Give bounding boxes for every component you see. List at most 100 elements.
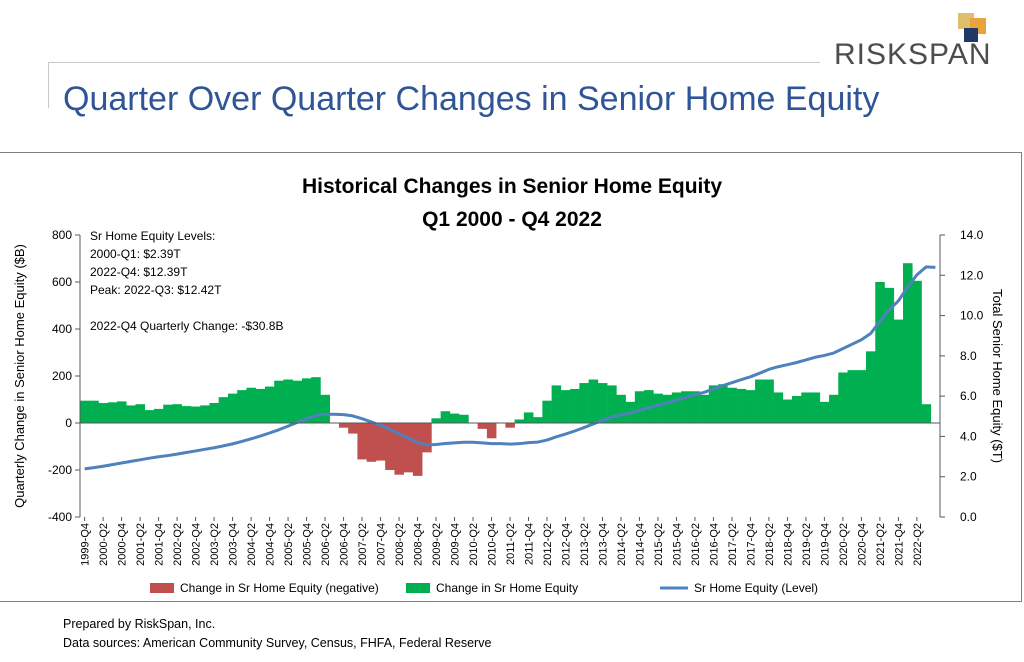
bar-2012-Q1 (533, 417, 543, 424)
bar-2001-Q2 (135, 404, 146, 423)
chart-title-line1: Historical Changes in Senior Home Equity (302, 175, 722, 198)
x-tick-label-2010-Q4: 2010-Q4 (487, 523, 499, 566)
x-tick-label-2018-Q4: 2018-Q4 (782, 523, 794, 566)
x-tick-label-2000-Q4: 2000-Q4 (117, 523, 129, 566)
x-tick-label-2018-Q2: 2018-Q2 (764, 523, 776, 566)
x-tick-label-2005-Q4: 2005-Q4 (302, 523, 314, 566)
bar-2002-Q1 (163, 404, 173, 423)
bar-2021-Q4 (893, 319, 904, 423)
bar-2011-Q4 (523, 412, 534, 423)
bar-2013-Q4 (597, 383, 608, 423)
x-tick-label-2014-Q2: 2014-Q2 (616, 523, 628, 566)
x-tick-label-2011-Q2: 2011-Q2 (505, 523, 517, 565)
bar-2001-Q1 (126, 405, 136, 424)
bar-2015-Q2 (653, 393, 663, 424)
x-tick-label-2010-Q2: 2010-Q2 (468, 523, 480, 566)
footer-sources: Data sources: American Community Survey,… (63, 636, 492, 650)
bar-2021-Q1 (866, 351, 876, 423)
title-divider-vertical (48, 62, 49, 108)
footer-prepared-by: Prepared by RiskSpan, Inc. (63, 617, 216, 631)
logo-wordmark: RISKSPAN (834, 38, 992, 71)
page-title: Quarter Over Quarter Changes in Senior H… (63, 80, 880, 118)
x-tick-label-2013-Q2: 2013-Q2 (579, 523, 591, 566)
bar-2019-Q1 (792, 395, 802, 423)
right-tick-label-10.0: 10.0 (960, 309, 984, 323)
bar-2017-Q1 (718, 384, 728, 423)
bar-2009-Q2 (431, 418, 441, 423)
x-tick-label-2003-Q4: 2003-Q4 (228, 523, 240, 566)
bar-2021-Q2 (875, 282, 885, 423)
right-axis-title: Total Senior Home Equity ($T) (990, 289, 1005, 463)
x-tick-label-2007-Q2: 2007-Q2 (357, 523, 369, 566)
bar-2009-Q4 (449, 413, 460, 423)
chart-frame (0, 152, 1022, 602)
bar-2005-Q4 (301, 378, 312, 423)
bar-2019-Q3 (810, 392, 821, 423)
x-tick-label-2008-Q2: 2008-Q2 (394, 523, 406, 566)
bar-2012-Q4 (560, 390, 571, 423)
bar-2016-Q3 (699, 394, 710, 423)
x-tick-label-2021-Q4: 2021-Q4 (893, 523, 905, 566)
bar-2020-Q4 (856, 370, 867, 424)
bar-2006-Q4 (338, 423, 349, 428)
right-tick-label-4.0: 4.0 (960, 429, 977, 443)
bar-2000-Q2 (98, 403, 109, 423)
left-tick-label-0: 0 (65, 416, 72, 430)
bar-2015-Q3 (662, 394, 673, 423)
bar-2009-Q3 (440, 411, 451, 423)
x-tick-label-2011-Q4: 2011-Q4 (523, 523, 535, 565)
legend-label-1: Change in Sr Home Equity (negative) (180, 581, 379, 595)
bar-2022-Q3 (921, 404, 932, 423)
legend-label-3: Sr Home Equity (Level) (694, 581, 818, 595)
right-tick-label-2.0: 2.0 (960, 470, 977, 484)
bar-2019-Q2 (801, 392, 811, 423)
x-tick-label-2015-Q4: 2015-Q4 (671, 523, 683, 566)
bar-2018-Q3 (773, 392, 784, 423)
x-tick-label-2008-Q4: 2008-Q4 (413, 523, 425, 566)
bar-2002-Q4 (190, 406, 201, 423)
x-tick-label-2017-Q2: 2017-Q2 (727, 523, 739, 566)
bar-2018-Q2 (764, 379, 774, 423)
annotation-line-3: 2022-Q4: $12.39T (90, 265, 188, 279)
right-tick-label-14.0: 14.0 (960, 228, 984, 242)
left-tick-label-600: 600 (52, 275, 72, 289)
bar-2020-Q2 (838, 372, 848, 423)
x-tick-label-2022-Q2: 2022-Q2 (912, 523, 924, 566)
x-tick-label-2006-Q2: 2006-Q2 (320, 523, 332, 566)
x-tick-label-2007-Q4: 2007-Q4 (376, 523, 388, 566)
x-tick-label-2005-Q2: 2005-Q2 (283, 523, 295, 566)
annotation-line-4: Peak: 2022-Q3: $12.42T (90, 283, 222, 297)
x-tick-label-2019-Q4: 2019-Q4 (819, 523, 831, 566)
x-tick-label-2016-Q4: 2016-Q4 (708, 523, 720, 566)
bar-2004-Q3 (255, 388, 266, 423)
x-tick-label-2017-Q4: 2017-Q4 (745, 523, 757, 566)
x-tick-label-2013-Q4: 2013-Q4 (597, 523, 609, 566)
x-tick-label-2015-Q2: 2015-Q2 (653, 523, 665, 566)
x-tick-label-2020-Q2: 2020-Q2 (838, 523, 850, 566)
left-tick-label-200: 200 (52, 369, 72, 383)
x-tick-label-2009-Q2: 2009-Q2 (431, 523, 443, 566)
bar-2013-Q2 (579, 383, 589, 423)
x-tick-label-2006-Q4: 2006-Q4 (339, 523, 351, 566)
bar-2017-Q2 (727, 387, 737, 423)
bar-2014-Q4 (634, 391, 645, 423)
left-tick-label-800: 800 (52, 228, 72, 242)
bar-2010-Q3 (477, 423, 488, 429)
bar-2005-Q1 (274, 380, 284, 423)
bar-2000-Q3 (107, 402, 118, 423)
x-tick-label-2003-Q2: 2003-Q2 (209, 523, 221, 566)
legend-label-2: Change in Sr Home Equity (436, 581, 578, 595)
bar-2020-Q3 (847, 370, 858, 424)
bar-2005-Q3 (292, 380, 303, 423)
logo-square-navy (964, 28, 978, 42)
bar-2002-Q3 (181, 406, 192, 423)
level-line (84, 265, 936, 471)
bar-2008-Q3 (403, 423, 414, 473)
bar-2008-Q2 (394, 423, 404, 475)
x-tick-label-2004-Q4: 2004-Q4 (265, 523, 277, 566)
bar-2018-Q4 (782, 399, 793, 423)
bar-2010-Q4 (486, 423, 497, 439)
bar-2005-Q2 (283, 379, 293, 423)
right-tick-label-8.0: 8.0 (960, 349, 977, 363)
